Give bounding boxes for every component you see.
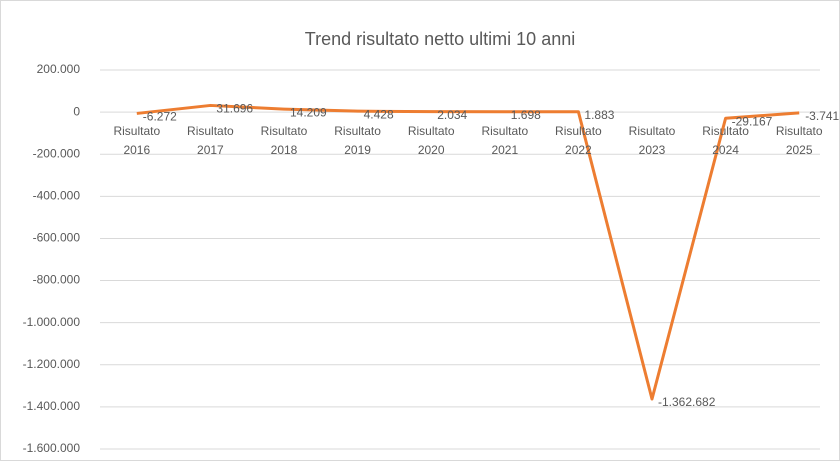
x-tick-label: Risultato 2017 [187, 124, 234, 158]
data-label: 2.034 [437, 108, 467, 122]
y-tick-label: 0 [73, 104, 80, 118]
x-tick-label: Risultato 2025 [775, 124, 823, 158]
y-tick-label: -800.000 [33, 273, 81, 287]
y-tick-label: -1.600.000 [23, 441, 81, 455]
y-tick-label: 200.000 [37, 62, 81, 76]
y-tick-label: -200.000 [33, 146, 81, 160]
data-label: 1.883 [584, 108, 614, 122]
y-tick-label: -1.400.000 [23, 399, 81, 413]
x-tick-label: Risultato 2022 [555, 124, 602, 158]
data-label: 4.428 [364, 107, 394, 121]
y-tick-label: -1.000.000 [23, 315, 81, 329]
x-tick-label: Risultato 2020 [407, 124, 455, 158]
x-tick-label: Risultato 2018 [260, 124, 308, 158]
x-tick-label: Risultato 2024 [702, 124, 749, 158]
x-tick-label: Risultato 2016 [113, 124, 161, 158]
data-label: -1.362.682 [658, 395, 716, 409]
data-label: 31.696 [216, 102, 253, 116]
x-tick-label: Risultato 2021 [481, 124, 529, 158]
chart-title: Trend risultato netto ultimi 10 anni [305, 29, 575, 49]
y-tick-label: -400.000 [33, 189, 81, 203]
data-label: -3.741 [805, 109, 839, 123]
line [136, 103, 800, 401]
y-tick-label: -1.200.000 [23, 357, 81, 371]
data-label: 1.698 [511, 108, 541, 122]
data-label: 14.209 [290, 105, 327, 119]
data-label: -29.167 [732, 114, 773, 128]
x-tick-label: Risultato 2019 [334, 124, 381, 158]
y-tick-label: -600.000 [33, 231, 81, 245]
data-label: -6.272 [143, 110, 177, 124]
x-tick-label: Risultato 2023 [628, 124, 676, 158]
